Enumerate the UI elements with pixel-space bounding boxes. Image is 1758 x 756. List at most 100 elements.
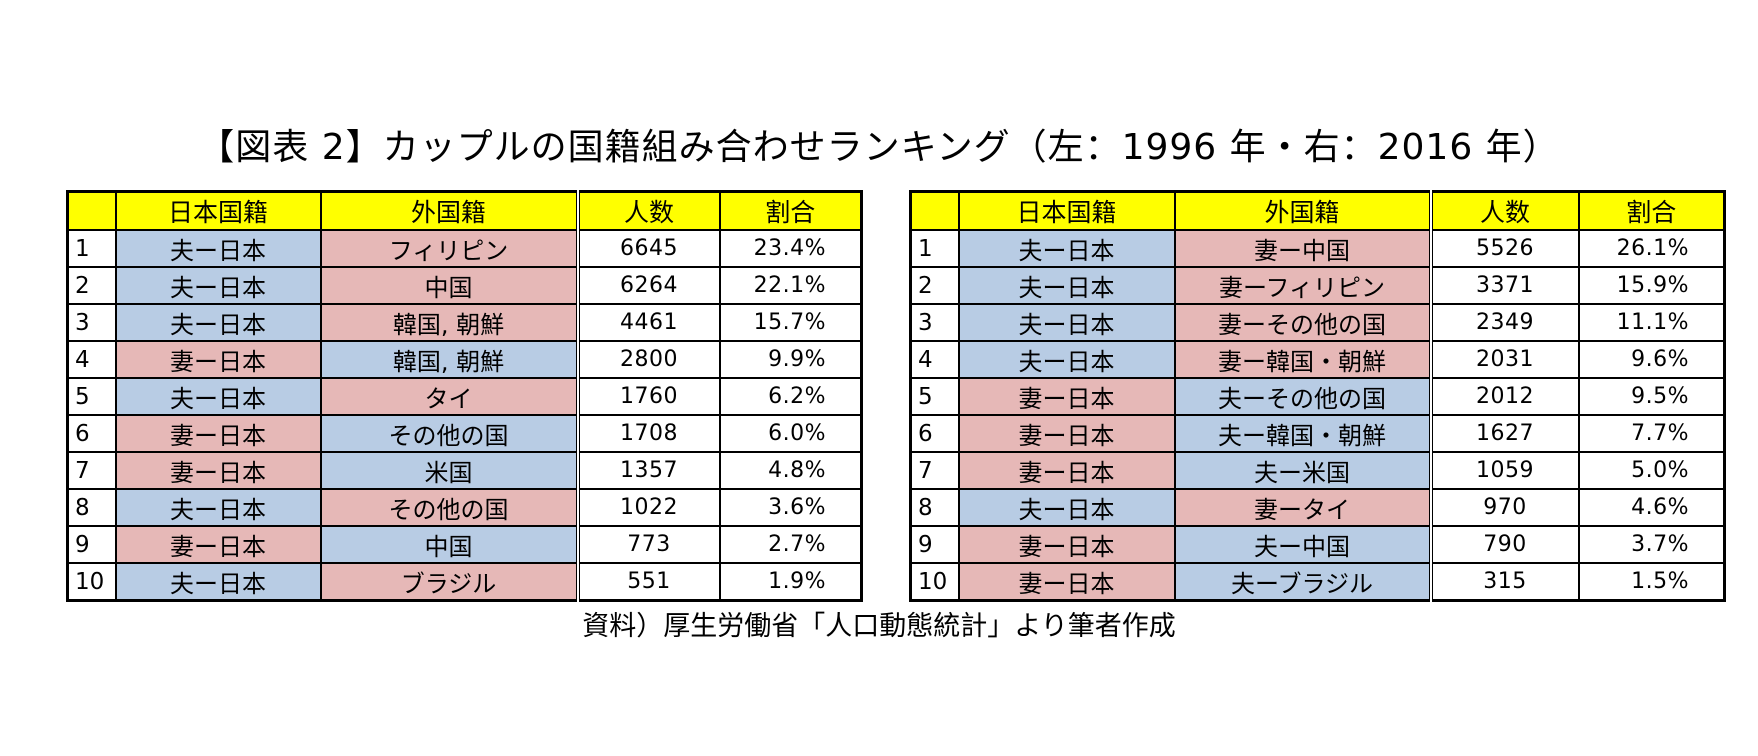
rank-cell: 1 [66, 229, 117, 268]
ranking-table-1996: 日本国籍 外国籍 人数 割合 1 夫ー日本 フィリピン 6645 23.4% 2 夫ー日本中… [66, 190, 863, 602]
foreign-nationality-cell: 米国 [319, 451, 579, 490]
share-cell: 15.7% [718, 303, 863, 342]
share-cell: 9.9% [718, 340, 863, 379]
foreign-nationality-cell: 夫ー米国 [1173, 451, 1432, 490]
japanese-nationality-cell: 夫ー日本 [957, 303, 1176, 342]
count-cell: 3371 [1428, 266, 1580, 305]
foreign-nationality-cell: 韓国, 朝鮮 [319, 303, 579, 342]
count-cell: 1059 [1428, 451, 1580, 490]
table-row: 3 夫ー日本 韓国, 朝鮮 4461 15.7% [66, 303, 863, 342]
japanese-nationality-cell: 夫ー日本 [114, 229, 322, 268]
share-cell: 9.6% [1577, 340, 1726, 379]
share-header: 割合 [1577, 190, 1726, 231]
rank-cell: 7 [66, 451, 117, 490]
count-header: 人数 [575, 190, 721, 231]
rank-cell: 2 [66, 266, 117, 305]
share-cell: 4.6% [1577, 488, 1726, 527]
share-cell: 3.6% [718, 488, 863, 527]
foreign-nationality-cell: その他の国 [319, 488, 579, 527]
foreign-nationality-cell: 夫ーブラジル [1173, 562, 1432, 602]
share-cell: 3.7% [1577, 525, 1726, 564]
share-cell: 26.1% [1577, 229, 1726, 268]
table-row: 9 妻ー日本 中国 773 2.7% [66, 525, 863, 564]
table-row: 10 妻ー日本 夫ーブラジル 315 1.5% [909, 562, 1726, 602]
table-row: 3 夫ー日本 妻ーその他の国 2349 11.1% [909, 303, 1726, 342]
rank-cell: 8 [909, 488, 960, 527]
ranking-table-body: 1 夫ー日本 フィリピン 6645 23.4% 2 夫ー日本 中国 6264 22.1% 3 夫ー日本… [66, 229, 863, 602]
japanese-nationality-cell: 妻ー日本 [957, 562, 1176, 602]
japanese-nationality-cell: 夫ー日本 [957, 340, 1176, 379]
japanese-nationality-cell: 夫ー日本 [114, 303, 322, 342]
foreign-nationality-cell: フィリピン [319, 229, 579, 268]
rank-header [66, 190, 117, 231]
rank-cell: 4 [909, 340, 960, 379]
count-cell: 315 [1428, 562, 1580, 602]
table-row: 6 妻ー日本 その他の国 1708 6.0% [66, 414, 863, 453]
count-cell: 4461 [575, 303, 721, 342]
japanese-nationality-cell: 夫ー日本 [114, 488, 322, 527]
count-cell: 1627 [1428, 414, 1580, 453]
table-row: 5 夫ー日本 タイ 1760 6.2% [66, 377, 863, 416]
count-cell: 551 [575, 562, 721, 602]
table-row: 9 妻ー日本 夫ー中国 790 3.7% [909, 525, 1726, 564]
foreign-nationality-cell: 妻ーその他の国 [1173, 303, 1432, 342]
ranking-table-body: 1 夫ー日本 妻ー中国 5526 26.1% 2 夫ー日本 妻ーフィリピン 3371 15.9% 3… [909, 229, 1726, 602]
rank-cell: 5 [66, 377, 117, 416]
table-header-row: 日本国籍 外国籍 人数 割合 [909, 190, 1726, 231]
rank-cell: 5 [909, 377, 960, 416]
rank-cell: 2 [909, 266, 960, 305]
japanese-nationality-cell: 夫ー日本 [957, 488, 1176, 527]
japanese-nationality-cell: 妻ー日本 [114, 525, 322, 564]
share-cell: 22.1% [718, 266, 863, 305]
count-cell: 2012 [1428, 377, 1580, 416]
share-cell: 11.1% [1577, 303, 1726, 342]
foreign-nationality-header: 外国籍 [319, 190, 579, 231]
japanese-nationality-cell: 夫ー日本 [114, 377, 322, 416]
figure-title: 【図表 2】カップルの国籍組み合わせランキング（左：1996 年・右：2016 … [198, 127, 1560, 168]
count-header: 人数 [1428, 190, 1580, 231]
table-row: 10 夫ー日本 ブラジル 551 1.9% [66, 562, 863, 602]
table-row: 1 夫ー日本 フィリピン 6645 23.4% [66, 229, 863, 268]
count-cell: 773 [575, 525, 721, 564]
table-row: 8 夫ー日本 その他の国 1022 3.6% [66, 488, 863, 527]
foreign-nationality-cell: 夫ー韓国・朝鮮 [1173, 414, 1432, 453]
foreign-nationality-cell: 中国 [319, 266, 579, 305]
rank-cell: 10 [66, 562, 117, 602]
rank-cell: 7 [909, 451, 960, 490]
share-cell: 15.9% [1577, 266, 1726, 305]
japanese-nationality-cell: 妻ー日本 [114, 340, 322, 379]
share-cell: 1.5% [1577, 562, 1726, 602]
japanese-nationality-cell: 妻ー日本 [957, 451, 1176, 490]
count-cell: 1357 [575, 451, 721, 490]
count-cell: 1708 [575, 414, 721, 453]
rank-header [909, 190, 960, 231]
count-cell: 1760 [575, 377, 721, 416]
share-cell: 5.0% [1577, 451, 1726, 490]
foreign-nationality-cell: 妻ーフィリピン [1173, 266, 1432, 305]
table-row: 7 妻ー日本 夫ー米国 1059 5.0% [909, 451, 1726, 490]
foreign-nationality-cell: タイ [319, 377, 579, 416]
japanese-nationality-cell: 妻ー日本 [114, 451, 322, 490]
foreign-nationality-cell: 妻ータイ [1173, 488, 1432, 527]
share-cell: 6.0% [718, 414, 863, 453]
japanese-nationality-cell: 夫ー日本 [957, 229, 1176, 268]
rank-cell: 6 [909, 414, 960, 453]
japanese-nationality-cell: 夫ー日本 [114, 562, 322, 602]
table-row: 4 夫ー日本 妻ー韓国・朝鮮 2031 9.6% [909, 340, 1726, 379]
foreign-nationality-cell: 夫ー中国 [1173, 525, 1432, 564]
table-row: 6 妻ー日本 夫ー韓国・朝鮮 1627 7.7% [909, 414, 1726, 453]
table-header-row: 日本国籍 外国籍 人数 割合 [66, 190, 863, 231]
rank-cell: 3 [909, 303, 960, 342]
foreign-nationality-cell: 妻ー中国 [1173, 229, 1432, 268]
foreign-nationality-cell: その他の国 [319, 414, 579, 453]
foreign-nationality-cell: 妻ー韓国・朝鮮 [1173, 340, 1432, 379]
share-header: 割合 [718, 190, 863, 231]
foreign-nationality-header: 外国籍 [1173, 190, 1432, 231]
table-row: 4 妻ー日本 韓国, 朝鮮 2800 9.9% [66, 340, 863, 379]
foreign-nationality-cell: 夫ーその他の国 [1173, 377, 1432, 416]
table-row: 8 夫ー日本 妻ータイ 970 4.6% [909, 488, 1726, 527]
table-row: 1 夫ー日本 妻ー中国 5526 26.1% [909, 229, 1726, 268]
foreign-nationality-cell: 中国 [319, 525, 579, 564]
rank-cell: 8 [66, 488, 117, 527]
table-row: 2 夫ー日本 妻ーフィリピン 3371 15.9% [909, 266, 1726, 305]
